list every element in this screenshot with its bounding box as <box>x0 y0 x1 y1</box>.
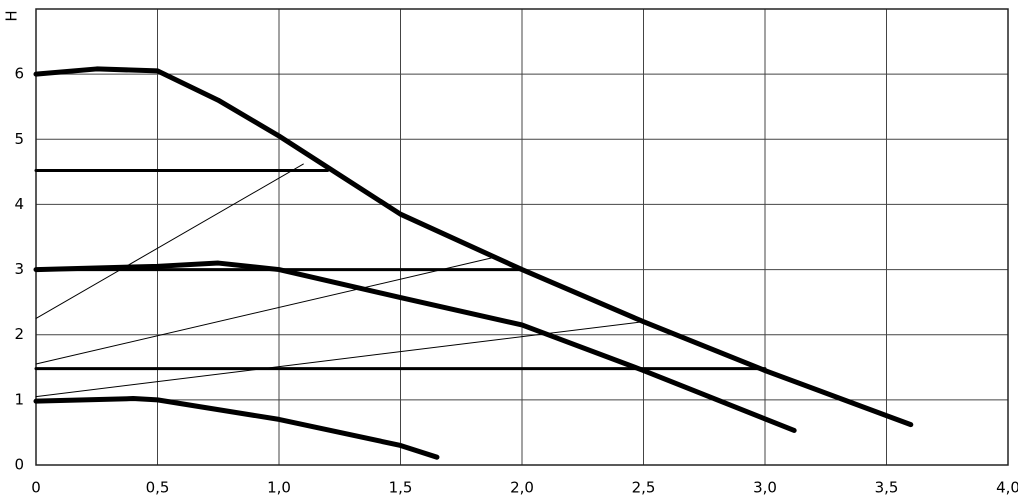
x-tick-label: 3,0 <box>753 479 777 497</box>
y-tick-label: 4 <box>14 195 24 213</box>
curve <box>35 321 644 398</box>
x-tick-label: 0,5 <box>146 479 170 497</box>
x-tick-label: 3,5 <box>875 479 899 497</box>
y-tick-label: 1 <box>14 390 24 408</box>
y-tick-label: 0 <box>14 456 24 474</box>
x-tick-label: 4,0 <box>996 479 1018 497</box>
y-tick-label: 6 <box>14 65 24 83</box>
curve <box>33 260 797 433</box>
curve <box>35 163 304 319</box>
curve <box>33 396 440 460</box>
curve <box>35 256 499 365</box>
curve <box>33 66 914 428</box>
x-tick-label: 1,0 <box>267 479 291 497</box>
x-tick-label: 0 <box>31 479 41 497</box>
x-tick-label: 2,5 <box>632 479 656 497</box>
y-tick-label: 5 <box>14 130 24 148</box>
x-tick-label: 2,0 <box>510 479 534 497</box>
x-tick-label: 1,5 <box>389 479 413 497</box>
y-tick-label: 2 <box>14 325 24 343</box>
y-tick-label: 3 <box>14 260 24 278</box>
plot-frame <box>35 8 1009 466</box>
y-axis-label: H <box>3 10 21 21</box>
